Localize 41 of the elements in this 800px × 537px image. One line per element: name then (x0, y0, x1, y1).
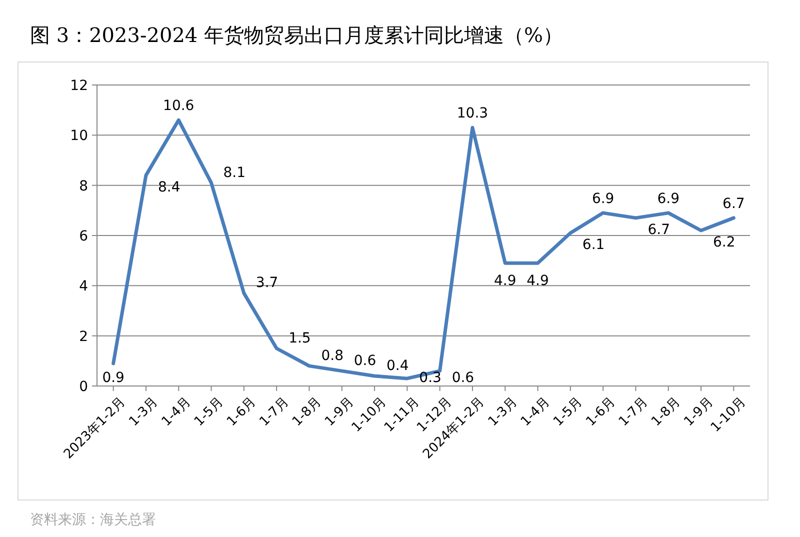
data-label: 6.7 (722, 196, 745, 212)
chart-title: 图 3：2023-2024 年货物贸易出口月度累计同比增速（%） (30, 23, 563, 47)
x-tick-label: 1-8月 (648, 394, 684, 430)
data-label: 6.9 (657, 190, 680, 207)
y-tick-label: 4 (79, 278, 88, 295)
data-label: 10.3 (456, 106, 488, 122)
text: 资料来源：海关总署 (30, 512, 156, 528)
x-tick-label: 1-7月 (257, 394, 292, 430)
y-tick-label: 12 (70, 78, 88, 94)
x-tick-label: 1-5月 (550, 394, 586, 430)
data-label: 0.3 (419, 370, 442, 386)
data-label: 6.2 (713, 234, 736, 250)
y-tick-label: 10 (70, 128, 88, 144)
data-label: 1.5 (288, 330, 311, 346)
data-label: 6.9 (592, 190, 614, 207)
data-label: 6.1 (582, 236, 605, 253)
x-tick-label: 1-3月 (126, 394, 162, 430)
data-label: 8.1 (223, 164, 246, 181)
data-label: 0.8 (321, 348, 344, 364)
x-tick-label: 1-3月 (486, 394, 520, 430)
data-label: 0.9 (102, 370, 124, 386)
data-label: 8.4 (158, 179, 180, 196)
y-tick-label: 0 (79, 379, 88, 395)
data-label: 4.9 (494, 273, 516, 290)
y-tick-label: 2 (79, 328, 88, 345)
x-tick-label: 1-8月 (290, 394, 324, 430)
x-tick-label: 1-7月 (616, 394, 651, 430)
data-label: 0.6 (452, 370, 474, 386)
data-label: 0.6 (354, 352, 376, 369)
y-tick-label: 6 (79, 228, 88, 244)
x-tick-label: 1-6月 (584, 394, 618, 430)
x-tick-label: 1-5月 (192, 394, 227, 430)
data-label: 4.9 (526, 273, 549, 290)
data-label: 0.4 (386, 358, 409, 374)
data-label: 10.6 (163, 98, 194, 114)
data-label: 3.7 (256, 275, 278, 292)
x-tick-label: 1-4月 (159, 394, 194, 430)
data-label: 6.7 (648, 222, 670, 238)
x-tick-label: 1-4月 (518, 394, 554, 430)
y-tick-label: 8 (79, 178, 88, 194)
x-tick-label: 1-6月 (224, 394, 260, 430)
